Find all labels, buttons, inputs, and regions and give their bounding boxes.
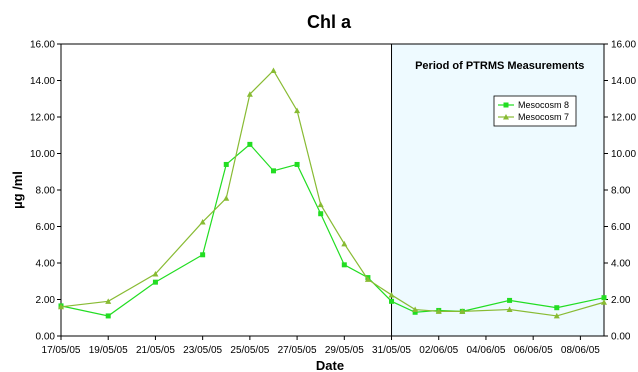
x-tick-label: 06/06/05 xyxy=(514,345,553,356)
series-2-point xyxy=(105,298,112,304)
y-tick-right-label: 10.00 xyxy=(611,149,636,160)
y-tick-right-label: 16.00 xyxy=(611,40,636,51)
series-1-point xyxy=(200,252,206,258)
x-tick-label: 29/05/05 xyxy=(325,345,364,356)
y-tick-left-label: 0.00 xyxy=(36,332,56,343)
y-tick-right-label: 2.00 xyxy=(611,295,631,306)
series-1-point xyxy=(318,211,324,217)
series-1-point xyxy=(507,297,513,303)
series-2-point xyxy=(246,91,253,97)
legend-label: Mesocosm 7 xyxy=(518,112,569,122)
series-1-point xyxy=(341,262,347,268)
series-2-point xyxy=(294,107,301,114)
series-2-point xyxy=(317,201,324,208)
y-tick-left-label: 14.00 xyxy=(30,76,55,87)
legend-marker xyxy=(503,102,509,108)
x-tick-label: 23/05/05 xyxy=(183,345,222,356)
series-2-point xyxy=(388,291,395,298)
plot-area: Period of PTRMS Measurements 0.00 0.00 2.00… xyxy=(30,40,636,357)
y-tick-right-label: 4.00 xyxy=(611,259,631,270)
series-2-point xyxy=(152,270,159,277)
series-2-point xyxy=(341,240,348,247)
series-1-point xyxy=(601,295,607,301)
series-2-point xyxy=(435,308,442,314)
series-1-point xyxy=(247,141,253,147)
y-tick-left-label: 4.00 xyxy=(36,259,56,270)
series-2-point xyxy=(601,299,607,305)
series-2-point xyxy=(553,312,560,319)
y-tick-left-label: 2.00 xyxy=(36,295,56,306)
x-tick-label: 25/05/05 xyxy=(230,345,269,356)
legend-marker xyxy=(503,114,509,120)
y-tick-right-label: 12.00 xyxy=(611,113,636,124)
series-2-point xyxy=(199,218,206,225)
y-tick-right-label: 8.00 xyxy=(611,186,631,197)
series-1-point xyxy=(389,298,395,304)
y-tick-left-label: 8.00 xyxy=(36,186,56,197)
series-2-point xyxy=(412,306,419,313)
series-1-point xyxy=(152,279,158,285)
x-tick-label: 31/05/05 xyxy=(372,345,411,356)
series-1-point xyxy=(270,168,276,174)
y-tick-right-label: 14.00 xyxy=(611,76,636,87)
y-tick-right-label: 6.00 xyxy=(611,222,631,233)
y-tick-left-label: 16.00 xyxy=(30,40,55,51)
x-axis-label: Date xyxy=(316,358,344,372)
y-tick-left-label: 6.00 xyxy=(36,222,56,233)
series-2-point xyxy=(459,308,466,314)
ptrms-period-region xyxy=(391,43,605,337)
series-2-point xyxy=(223,195,230,201)
series-line-1 xyxy=(60,143,605,317)
series-2-point xyxy=(58,303,64,310)
legend-label: Mesocosm 8 xyxy=(518,100,569,110)
y-tick-left-label: 12.00 xyxy=(30,113,55,124)
chart-title: Chl a xyxy=(307,12,352,32)
series-1-point xyxy=(294,161,300,167)
series-1-point xyxy=(223,161,229,167)
x-tick-label: 27/05/05 xyxy=(278,345,317,356)
series-1-point xyxy=(105,313,111,319)
series-line-2 xyxy=(60,69,605,317)
series-2-point xyxy=(364,276,371,282)
series-1-point xyxy=(554,305,560,311)
legend-box xyxy=(493,95,577,127)
ptrms-period-label: Period of PTRMS Measurements xyxy=(415,60,584,72)
series-2-point xyxy=(506,306,513,313)
x-tick-label: 04/06/05 xyxy=(466,345,505,356)
y-axis-label: µg /ml xyxy=(10,171,25,209)
y-tick-left-label: 10.00 xyxy=(30,149,55,160)
x-tick-label: 19/05/05 xyxy=(89,345,128,356)
x-tick-label: 21/05/05 xyxy=(136,345,175,356)
series-2-point xyxy=(270,67,277,73)
y-tick-right-label: 0.00 xyxy=(611,332,631,343)
series-1-point xyxy=(412,309,418,315)
x-tick-label: 02/06/05 xyxy=(419,345,458,356)
x-tick-label: 08/06/05 xyxy=(561,345,600,356)
x-tick-label: 17/05/05 xyxy=(42,345,81,356)
